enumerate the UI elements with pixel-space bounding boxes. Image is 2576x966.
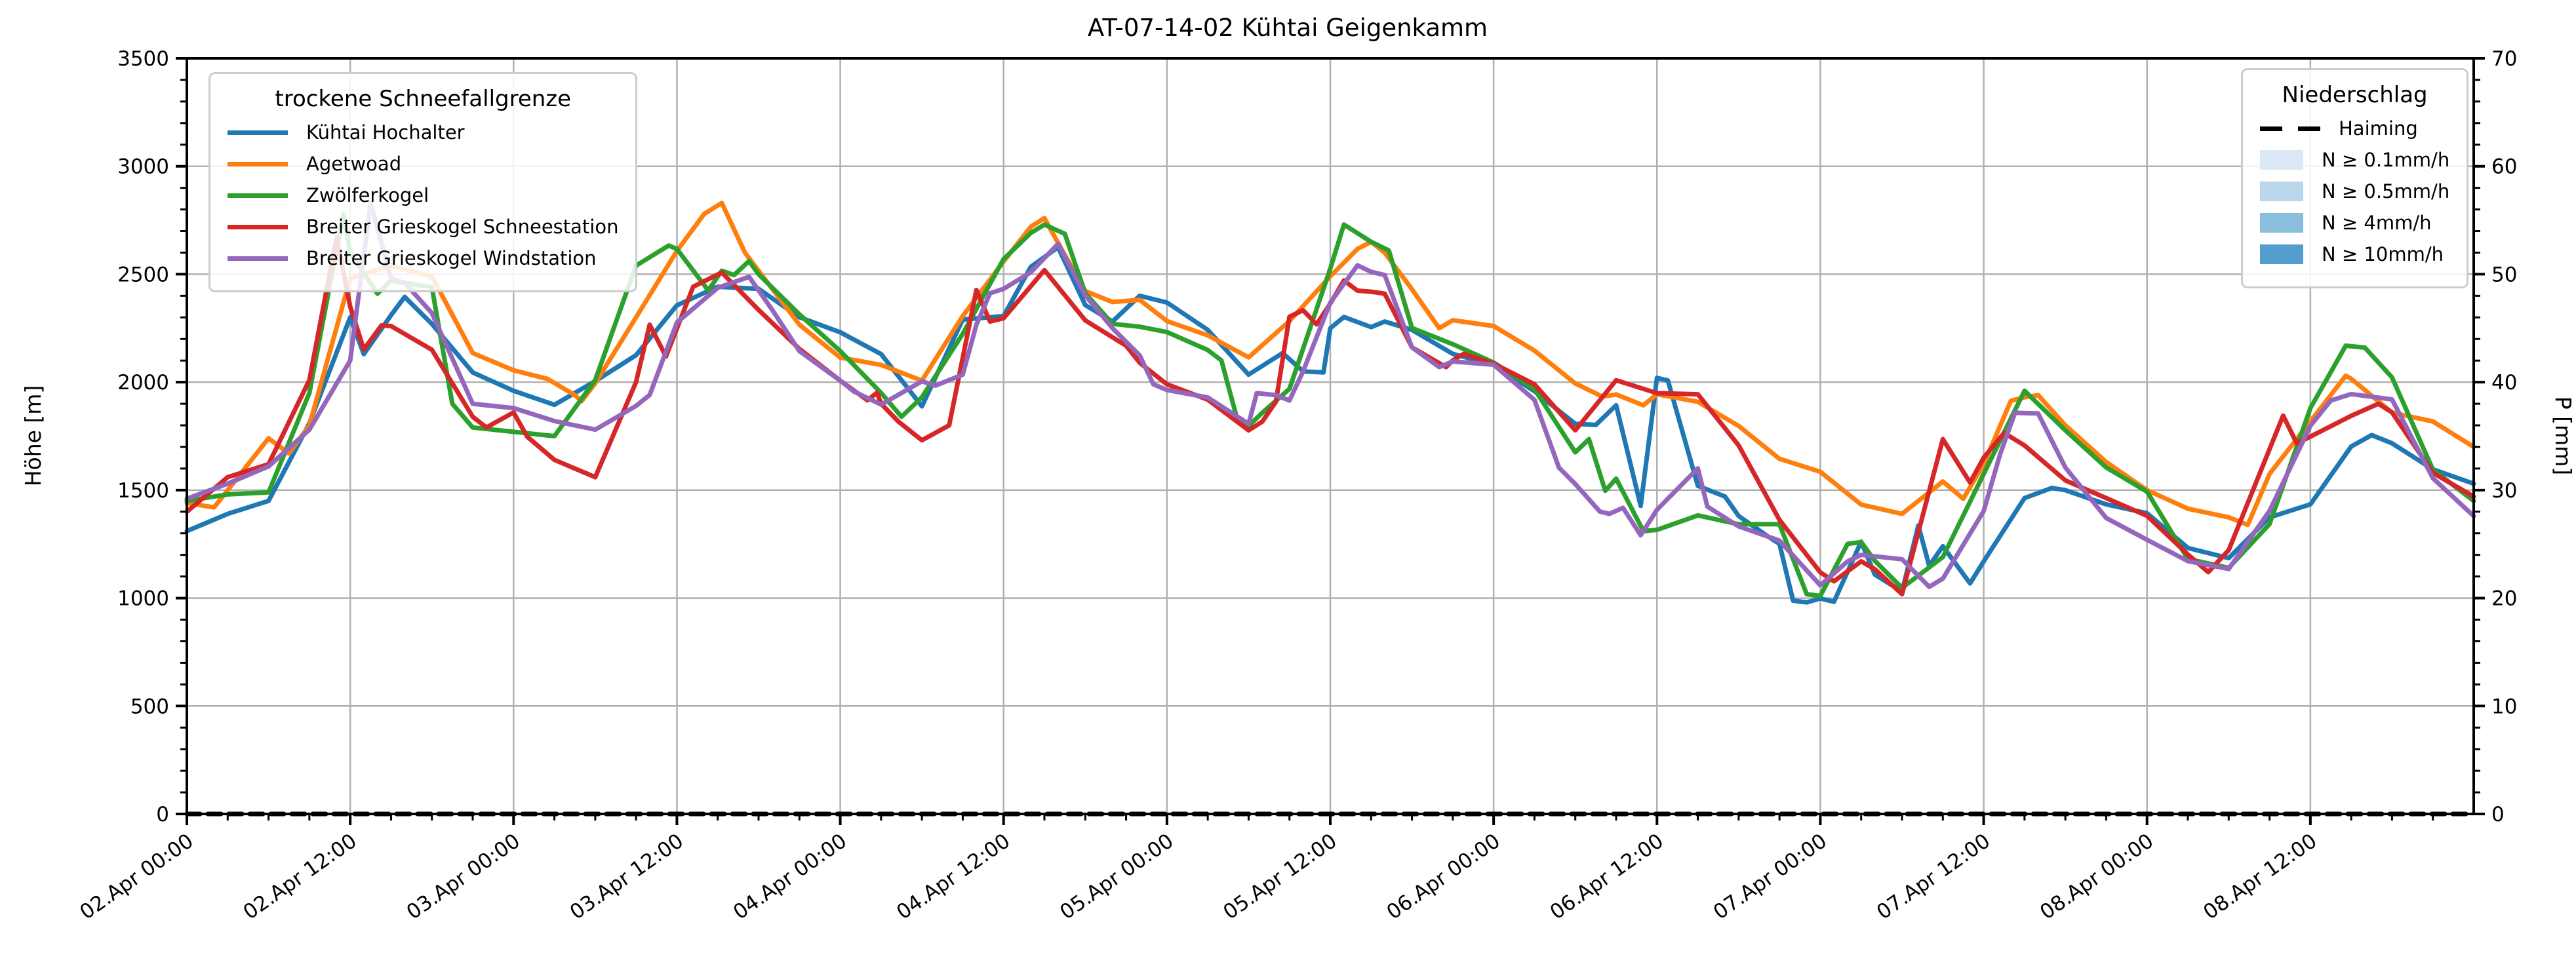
series-line-agetwoad [184, 201, 2476, 528]
legend-item-breiter-grieskogel-schneestation: Breiter Grieskogel Schneestation [228, 216, 618, 238]
x-tick-label: 08.Apr 00:00 [2036, 829, 2158, 924]
y-tick-label-left: 2500 [117, 263, 169, 286]
legend-label-precip-01: N ≥ 0.1mm/h [2322, 149, 2450, 171]
legend-snowfall-limit: trockene Schneefallgrenze Kühtai Hochalt… [208, 72, 638, 292]
y-tick-label-left: 1500 [117, 479, 169, 503]
patch-swatch-precip-10 [2260, 244, 2303, 264]
legend-precipitation: Niederschlag Haiming N ≥ 0.1mm/h N ≥ 0.5… [2241, 68, 2469, 288]
line-swatch-kuehtai-hochalter [228, 130, 288, 135]
y-tick-label-left: 500 [130, 695, 169, 718]
y-tick-label-left: 0 [156, 803, 169, 826]
y-tick-label-right: 30 [2491, 479, 2517, 503]
legend-item-zwoelferkogel: Zwölferkogel [228, 184, 618, 206]
x-tick-label: 06.Apr 12:00 [1546, 829, 1668, 924]
patch-swatch-precip-01 [2260, 150, 2303, 170]
x-tick-label: 03.Apr 00:00 [403, 829, 525, 924]
y-tick-label-right: 70 [2491, 47, 2517, 71]
legend-item-precip-4: N ≥ 4mm/h [2260, 212, 2449, 234]
legend-snowfall-limit-title: trockene Schneefallgrenze [275, 86, 572, 112]
legend-item-haiming: Haiming [2260, 117, 2449, 140]
legend-item-precip-10: N ≥ 10mm/h [2260, 243, 2449, 265]
legend-label-breiter-grieskogel-windstation: Breiter Grieskogel Windstation [306, 247, 597, 269]
line-swatch-breiter-grieskogel-windstation [228, 256, 288, 261]
legend-item-breiter-grieskogel-windstation: Breiter Grieskogel Windstation [228, 247, 618, 269]
y-tick-label-left: 1000 [117, 587, 169, 611]
legend-label-haiming: Haiming [2339, 117, 2418, 140]
legend-label-agetwoad: Agetwoad [306, 153, 402, 175]
y-tick-label-left: 3500 [117, 47, 169, 71]
y-axis-label-left: Höhe [m] [20, 385, 46, 487]
y-tick-label-right: 0 [2491, 803, 2505, 826]
line-swatch-agetwoad [228, 161, 288, 166]
x-tick-label: 05.Apr 12:00 [1219, 829, 1341, 924]
y-tick-label-left: 3000 [117, 155, 169, 179]
y-tick-label-left: 2000 [117, 371, 169, 395]
line-swatch-breiter-grieskogel-schneestation [228, 224, 288, 229]
y-tick-label-right: 40 [2491, 371, 2517, 395]
legend-label-precip-05: N ≥ 0.5mm/h [2322, 180, 2450, 203]
x-tick-label: 04.Apr 12:00 [892, 829, 1014, 924]
y-tick-label-right: 10 [2491, 695, 2517, 718]
series-line-zwoelferkogel [184, 211, 2476, 598]
series-line-breiter-grieskogel-schneestation [184, 235, 2476, 597]
legend-item-precip-05: N ≥ 0.5mm/h [2260, 180, 2449, 203]
patch-swatch-precip-05 [2260, 182, 2303, 201]
y-tick-label-right: 60 [2491, 155, 2517, 179]
x-tick-label: 05.Apr 00:00 [1056, 829, 1178, 924]
legend-label-precip-10: N ≥ 10mm/h [2322, 243, 2444, 265]
x-tick-label: 03.Apr 12:00 [566, 829, 688, 924]
patch-swatch-precip-4 [2260, 213, 2303, 233]
y-tick-label-right: 50 [2491, 263, 2517, 286]
x-tick-label: 02.Apr 12:00 [239, 829, 361, 924]
x-tick-label: 08.Apr 12:00 [2199, 829, 2321, 924]
x-tick-label: 02.Apr 00:00 [75, 829, 197, 924]
x-tick-label: 07.Apr 12:00 [1873, 829, 1994, 924]
chart-title: AT-07-14-02 Kühtai Geigenkamm [1088, 14, 1488, 42]
legend-precipitation-title: Niederschlag [2282, 82, 2428, 108]
legend-label-precip-4: N ≥ 4mm/h [2322, 212, 2432, 234]
line-swatch-zwoelferkogel [228, 193, 288, 198]
y-tick-label-right: 20 [2491, 587, 2517, 611]
legend-label-kuehtai-hochalter: Kühtai Hochalter [306, 121, 465, 144]
x-tick-label: 07.Apr 00:00 [1709, 829, 1831, 924]
x-tick-label: 04.Apr 00:00 [729, 829, 851, 924]
legend-item-precip-01: N ≥ 0.1mm/h [2260, 149, 2449, 171]
dashed-line-swatch-haiming [2260, 126, 2320, 131]
legend-label-breiter-grieskogel-schneestation: Breiter Grieskogel Schneestation [306, 216, 619, 238]
legend-label-zwoelferkogel: Zwölferkogel [306, 184, 429, 206]
legend-item-agetwoad: Agetwoad [228, 153, 618, 175]
x-tick-label: 06.Apr 00:00 [1383, 829, 1505, 924]
legend-item-kuehtai-hochalter: Kühtai Hochalter [228, 121, 618, 144]
series-line-breiter-grieskogel-windstation [184, 201, 2476, 589]
y-axis-label-right: P [mm] [2550, 396, 2576, 475]
